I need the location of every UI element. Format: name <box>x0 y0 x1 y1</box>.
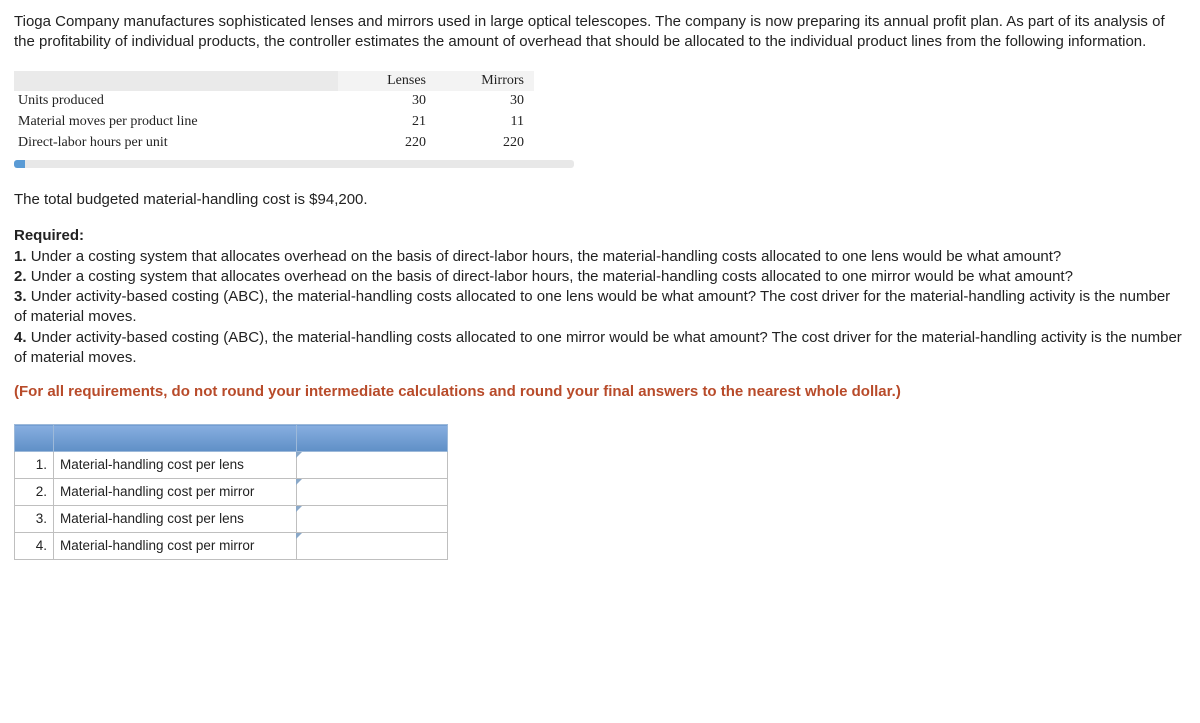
row-label: Direct-labor hours per unit <box>14 133 338 154</box>
table-row: Material moves per product line 21 11 <box>14 112 534 133</box>
answer-label: Material-handling cost per mirror <box>54 479 297 506</box>
row-label: Material moves per product line <box>14 112 338 133</box>
answer-input-2[interactable] <box>297 479 447 505</box>
requirement-item: 3. Under activity-based costing (ABC), t… <box>14 287 1186 328</box>
answer-input-1[interactable] <box>297 452 447 478</box>
answer-number: 3. <box>15 506 54 533</box>
cell-value: 30 <box>436 91 534 112</box>
answer-row: 4. Material-handling cost per mirror <box>15 533 448 560</box>
input-marker-icon <box>296 533 302 539</box>
input-marker-icon <box>296 506 302 512</box>
required-header: Required: <box>14 226 1186 246</box>
input-marker-icon <box>296 452 302 458</box>
req-number: 3. <box>14 288 27 305</box>
req-text: Under activity-based costing (ABC), the … <box>14 288 1170 325</box>
req-number: 4. <box>14 329 27 346</box>
blank-header <box>14 71 338 92</box>
cell-value: 11 <box>436 112 534 133</box>
req-text: Under activity-based costing (ABC), the … <box>14 329 1182 366</box>
answer-header-blank <box>15 425 54 452</box>
answer-label: Material-handling cost per lens <box>54 506 297 533</box>
product-data-table: Lenses Mirrors Units produced 30 30 Mate… <box>14 71 534 155</box>
answer-label: Material-handling cost per mirror <box>54 533 297 560</box>
req-number: 1. <box>14 248 27 265</box>
answer-row: 3. Material-handling cost per lens <box>15 506 448 533</box>
answer-row: 1. Material-handling cost per lens <box>15 452 448 479</box>
answer-row: 2. Material-handling cost per mirror <box>15 479 448 506</box>
answer-input-table: 1. Material-handling cost per lens 2. Ma… <box>14 424 448 560</box>
cell-value: 220 <box>338 133 436 154</box>
requirements-block: Required: 1. Under a costing system that… <box>14 226 1186 368</box>
requirement-item: 1. Under a costing system that allocates… <box>14 247 1186 267</box>
requirement-item: 2. Under a costing system that allocates… <box>14 267 1186 287</box>
answer-number: 1. <box>15 452 54 479</box>
answer-number: 2. <box>15 479 54 506</box>
requirement-item: 4. Under activity-based costing (ABC), t… <box>14 328 1186 369</box>
col-header-mirrors: Mirrors <box>436 71 534 92</box>
answer-input-4[interactable] <box>297 533 447 559</box>
req-number: 2. <box>14 268 27 285</box>
req-text: Under a costing system that allocates ov… <box>31 248 1062 265</box>
col-header-lenses: Lenses <box>338 71 436 92</box>
input-marker-icon <box>296 479 302 485</box>
cell-value: 30 <box>338 91 436 112</box>
answer-header-blank <box>54 425 297 452</box>
answer-label: Material-handling cost per lens <box>54 452 297 479</box>
req-text: Under a costing system that allocates ov… <box>31 268 1073 285</box>
budget-statement: The total budgeted material-handling cos… <box>14 190 1186 210</box>
horizontal-scrollbar[interactable] <box>14 160 574 168</box>
cell-value: 220 <box>436 133 534 154</box>
answer-header-blank <box>297 425 448 452</box>
rounding-note: (For all requirements, do not round your… <box>14 382 1186 402</box>
answer-number: 4. <box>15 533 54 560</box>
cell-value: 21 <box>338 112 436 133</box>
table-row: Direct-labor hours per unit 220 220 <box>14 133 534 154</box>
answer-input-3[interactable] <box>297 506 447 532</box>
table-row: Units produced 30 30 <box>14 91 534 112</box>
problem-intro: Tioga Company manufactures sophisticated… <box>14 12 1186 53</box>
row-label: Units produced <box>14 91 338 112</box>
